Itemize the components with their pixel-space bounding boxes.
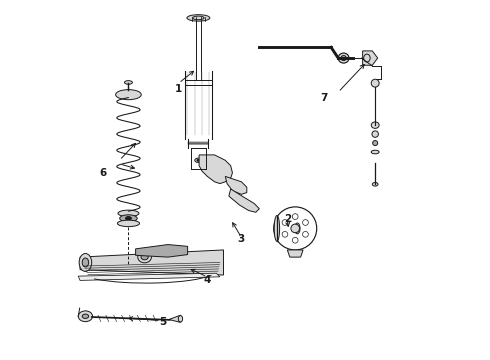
- Polygon shape: [363, 51, 378, 65]
- Polygon shape: [229, 189, 259, 212]
- Ellipse shape: [364, 54, 370, 62]
- Text: 1: 1: [175, 84, 182, 94]
- Polygon shape: [287, 250, 303, 257]
- Ellipse shape: [124, 81, 132, 84]
- Ellipse shape: [373, 140, 378, 145]
- Ellipse shape: [372, 183, 378, 186]
- Text: 6: 6: [100, 168, 107, 178]
- Polygon shape: [136, 244, 188, 257]
- Ellipse shape: [78, 311, 93, 321]
- Text: 7: 7: [320, 93, 328, 103]
- Ellipse shape: [371, 79, 379, 87]
- Ellipse shape: [82, 258, 89, 267]
- Ellipse shape: [138, 251, 151, 263]
- Ellipse shape: [141, 255, 148, 260]
- Polygon shape: [199, 155, 232, 184]
- Ellipse shape: [195, 158, 202, 162]
- Ellipse shape: [187, 15, 210, 21]
- Text: 2: 2: [284, 215, 292, 224]
- Text: 5: 5: [159, 317, 166, 327]
- Ellipse shape: [116, 90, 141, 100]
- Ellipse shape: [371, 150, 379, 154]
- Ellipse shape: [372, 131, 378, 137]
- Circle shape: [291, 224, 299, 233]
- Ellipse shape: [294, 223, 300, 234]
- Ellipse shape: [125, 217, 131, 220]
- Ellipse shape: [341, 55, 346, 60]
- Text: 3: 3: [238, 234, 245, 244]
- Ellipse shape: [338, 53, 349, 63]
- Ellipse shape: [118, 210, 139, 217]
- Ellipse shape: [197, 159, 200, 161]
- Ellipse shape: [82, 314, 89, 319]
- Polygon shape: [225, 176, 247, 194]
- Ellipse shape: [371, 122, 379, 129]
- Ellipse shape: [193, 16, 204, 20]
- Ellipse shape: [118, 220, 140, 226]
- Text: 4: 4: [204, 275, 211, 285]
- Polygon shape: [78, 273, 220, 280]
- Ellipse shape: [178, 316, 183, 322]
- Ellipse shape: [120, 215, 137, 222]
- Ellipse shape: [274, 216, 280, 241]
- Ellipse shape: [79, 253, 92, 271]
- Polygon shape: [80, 250, 223, 275]
- Polygon shape: [169, 315, 180, 322]
